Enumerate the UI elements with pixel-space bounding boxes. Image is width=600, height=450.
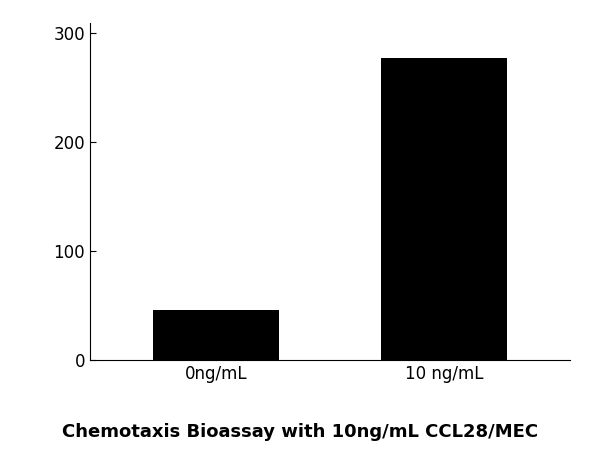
Bar bbox=[153, 310, 278, 360]
Text: Chemotaxis Bioassay with 10ng/mL CCL28/MEC: Chemotaxis Bioassay with 10ng/mL CCL28/M… bbox=[62, 423, 538, 441]
Bar bbox=[382, 58, 507, 360]
